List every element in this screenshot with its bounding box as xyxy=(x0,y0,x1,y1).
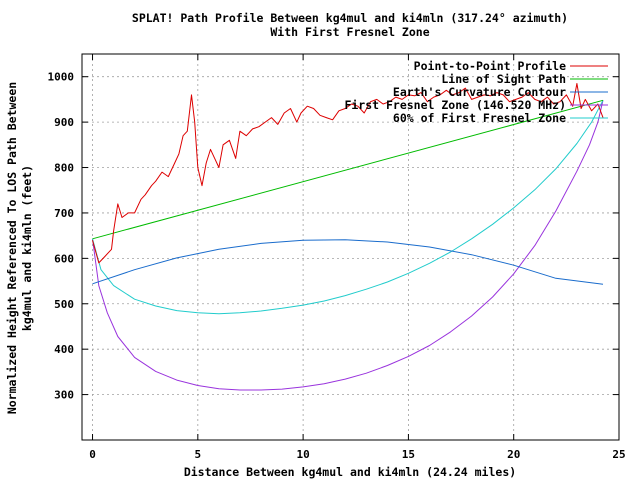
series-fresnel60-line xyxy=(92,100,604,315)
legend-label-los: Line of Sight Path xyxy=(441,72,566,86)
series-los-line xyxy=(92,99,604,240)
y-tick-label: 600 xyxy=(54,252,74,265)
series-layer xyxy=(92,83,604,391)
x-tick-label: 5 xyxy=(195,448,202,461)
y-tick-label: 900 xyxy=(54,116,74,129)
x-tick-label: 20 xyxy=(507,448,520,461)
y-tick-label: 700 xyxy=(54,207,74,220)
x-axis-label: Distance Between kg4mul and ki4mln (24.2… xyxy=(184,465,516,479)
x-tick-label: 15 xyxy=(402,448,415,461)
y-axis-label: Normalized Height Referenced To LOS Path… xyxy=(5,82,34,414)
x-tick-label: 10 xyxy=(296,448,309,461)
legend-label-profile: Point-to-Point Profile xyxy=(414,59,566,73)
x-tick-label: 0 xyxy=(89,448,96,461)
plot-frame xyxy=(81,53,620,441)
y-tick-label: 400 xyxy=(54,343,74,356)
y-tick-label: 300 xyxy=(54,389,74,402)
grid xyxy=(82,54,619,440)
legend-label-curvature: Earth's Curvature Contour xyxy=(393,85,566,99)
y-axis-label-line-1: Normalized Height Referenced To LOS Path… xyxy=(5,82,19,414)
ticks: 0 5 10 15 20 25 300 400 500 600 700 800 900 1000 xyxy=(48,54,626,461)
y-tick-label: 800 xyxy=(54,162,74,175)
series-fresnel-line xyxy=(92,100,604,391)
legend-label-fresnel60: 60% of First Fresnel Zone xyxy=(393,111,566,125)
y-tick-label: 500 xyxy=(54,298,74,311)
y-axis-label-line-2: kg4mul and ki4mln (feet) xyxy=(20,165,34,331)
series-curvature-line xyxy=(92,239,604,285)
chart-title: SPLAT! Path Profile Between kg4mul and k… xyxy=(132,11,568,39)
y-tick-label: 1000 xyxy=(48,71,75,84)
series-profile-line xyxy=(92,83,604,264)
legend-label-fresnel: First Fresnel Zone (146.520 MHz) xyxy=(344,98,566,112)
x-tick-label: 25 xyxy=(612,448,625,461)
title-line-2: With First Fresnel Zone xyxy=(270,25,429,39)
title-line-1: SPLAT! Path Profile Between kg4mul and k… xyxy=(132,11,568,25)
